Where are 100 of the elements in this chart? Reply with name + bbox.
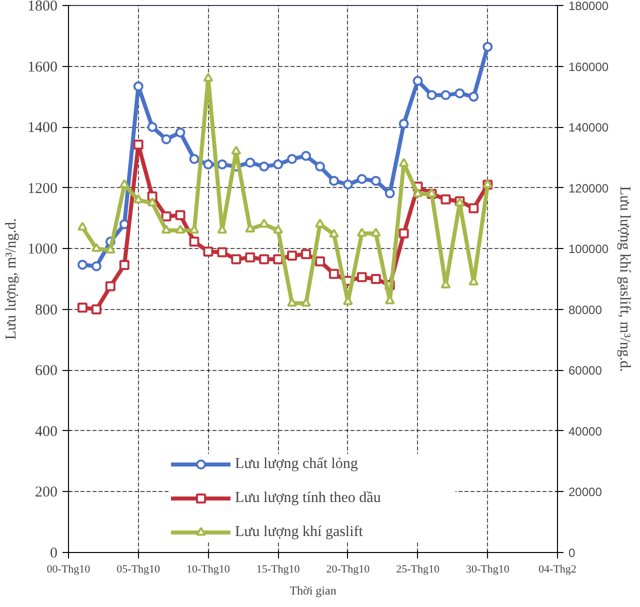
y-tick-label: 800	[35, 302, 58, 318]
point	[189, 236, 200, 247]
point	[189, 154, 200, 164]
y-tick-label: 0	[50, 546, 58, 562]
y-tick-label: 1200	[28, 180, 58, 197]
point	[342, 180, 353, 190]
point	[440, 194, 451, 204]
point	[328, 268, 339, 279]
point	[370, 228, 381, 237]
y2-tick-label: 20000	[568, 485, 602, 500]
y2-tick-label: 160000	[568, 60, 609, 74]
point	[482, 42, 493, 52]
x-tick-label: 04-Thg2	[538, 564, 576, 576]
y-tick-label: 1000	[28, 242, 58, 258]
point	[231, 146, 242, 155]
point	[161, 224, 172, 234]
y2-tick-label: 80000	[568, 302, 602, 317]
point	[189, 224, 200, 234]
point	[301, 150, 312, 161]
point	[133, 81, 144, 92]
y2-axis-title: Lưu lượng khí gaslift, m³/ng.d.	[616, 186, 633, 372]
point	[328, 176, 339, 186]
point	[133, 194, 144, 204]
point	[77, 302, 88, 313]
point	[217, 159, 228, 170]
x-axis-title: Thời gian	[290, 584, 336, 598]
point	[91, 261, 102, 272]
y2-tick-label: 40000	[568, 424, 602, 438]
point	[314, 218, 325, 228]
point	[105, 244, 116, 254]
point	[398, 158, 409, 167]
point	[203, 159, 214, 170]
y-tick-label: 200	[35, 484, 58, 501]
point	[370, 176, 381, 186]
y2-tick-label: 140000	[568, 120, 609, 135]
legend-label: Lưu lượng tính theo dầu	[235, 490, 382, 506]
x-tick-label: 30-Thg10	[466, 564, 510, 576]
point	[217, 247, 228, 258]
point	[454, 88, 465, 98]
point	[398, 228, 409, 238]
point	[426, 90, 437, 100]
point	[91, 242, 102, 252]
point	[91, 304, 102, 314]
x-tick-label: 25-Thg10	[396, 564, 440, 576]
point	[301, 249, 312, 260]
point	[287, 250, 298, 261]
point	[119, 260, 130, 270]
y2-tick-label: 100000	[568, 242, 609, 256]
point	[245, 158, 256, 168]
point	[287, 154, 298, 164]
x-tick-label: 15-Thg10	[256, 564, 300, 576]
point	[203, 246, 214, 257]
point	[356, 272, 367, 282]
point	[147, 122, 158, 132]
y2-tick-label: 180000	[568, 0, 609, 13]
point	[468, 92, 479, 102]
point	[77, 260, 88, 270]
point	[356, 174, 367, 184]
point	[370, 274, 381, 284]
point	[314, 162, 325, 172]
point	[245, 252, 256, 262]
point	[412, 76, 423, 86]
y-tick-label: 1800	[28, 0, 58, 14]
y2-tick-label: 120000	[568, 181, 609, 196]
point	[231, 254, 242, 264]
x-tick-label: 10-Thg10	[186, 564, 230, 576]
point	[119, 179, 130, 188]
point	[259, 162, 270, 172]
point	[161, 134, 172, 144]
point	[440, 90, 451, 100]
point	[259, 218, 270, 228]
y-tick-label: 600	[35, 363, 58, 380]
y-tick-label: 1400	[28, 120, 58, 136]
point	[175, 210, 186, 220]
point	[384, 188, 395, 198]
x-tick-label: 20-Thg10	[326, 564, 370, 576]
x-tick-label: 00-Thg10	[46, 564, 91, 576]
point	[412, 188, 423, 198]
point	[147, 197, 158, 206]
point	[77, 222, 88, 231]
point	[328, 228, 339, 238]
y-axis-title: Lưu lượng, m³/ng.d.	[4, 218, 20, 340]
point	[356, 228, 367, 237]
point	[105, 281, 116, 292]
y2-tick-label: 60000	[568, 364, 602, 378]
y2-tick-label: 0	[568, 546, 576, 560]
legend-label: Lưu lượng chất lỏng	[235, 456, 359, 472]
point	[287, 298, 298, 307]
point	[273, 159, 284, 170]
point	[273, 224, 284, 234]
y-tick-label: 400	[35, 424, 58, 440]
point	[245, 224, 256, 232]
x-tick-label: 05-Thg10	[116, 564, 161, 576]
point	[314, 256, 325, 266]
point	[175, 128, 186, 138]
point	[133, 140, 144, 150]
point	[301, 298, 312, 307]
point	[175, 224, 186, 234]
point	[203, 72, 214, 82]
y-tick-label: 1600	[28, 59, 58, 76]
